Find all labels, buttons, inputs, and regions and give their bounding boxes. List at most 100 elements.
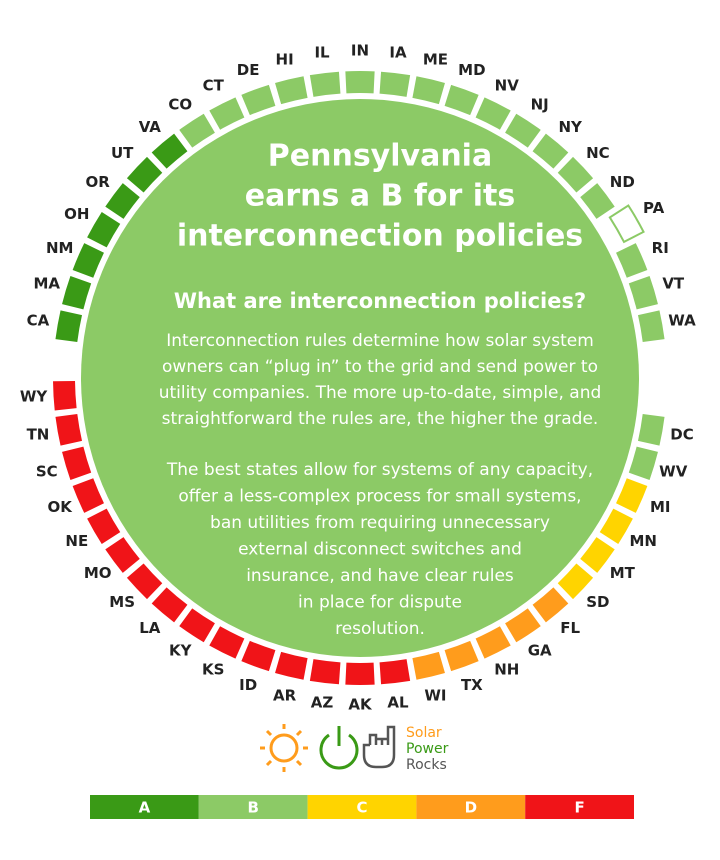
state-label: FL [560, 619, 580, 637]
state-label: AK [348, 696, 373, 714]
state-segment [616, 478, 648, 513]
title-line: earns a B for its [245, 179, 515, 214]
state-segment [126, 563, 163, 600]
state-segment [580, 537, 615, 573]
state-segment [412, 76, 445, 105]
state-segment [532, 587, 569, 623]
state-label: KY [169, 642, 193, 660]
state-label: MO [84, 564, 112, 582]
paragraph-line: insurance, and have clear rules [246, 566, 514, 586]
state-segment [309, 71, 341, 97]
state-segment [151, 587, 188, 623]
state-segment [179, 608, 215, 643]
state-segment [105, 183, 140, 219]
paragraph-line: Interconnection rules determine how sola… [166, 331, 594, 351]
state-segment [151, 133, 188, 169]
state-label: MN [629, 532, 656, 550]
state-segment [444, 84, 479, 116]
center-circle [81, 99, 639, 657]
legend-label: B [247, 799, 258, 817]
state-segment [475, 97, 511, 130]
state-label: NJ [531, 95, 549, 113]
logo-text: Rocks [406, 757, 447, 773]
state-segment [637, 414, 665, 446]
state-label: UT [111, 144, 134, 162]
state-segment [309, 659, 341, 685]
state-segment [209, 626, 245, 659]
state-segment [105, 537, 140, 573]
state-segment [505, 113, 541, 148]
state-label: GA [528, 642, 552, 660]
state-segment [557, 156, 594, 193]
state-label: NY [558, 118, 583, 136]
state-segment [87, 211, 121, 248]
state-segment [126, 156, 163, 193]
state-segment [412, 651, 445, 680]
state-segment [345, 70, 375, 94]
state-label: NM [46, 239, 73, 257]
paragraph-line: owners can “plug in” to the grid and sen… [162, 357, 598, 377]
legend-swatch [416, 795, 526, 819]
legend-label: F [574, 799, 584, 817]
state-label: AZ [311, 693, 334, 711]
state-label: DC [670, 425, 693, 443]
state-segment [379, 659, 411, 685]
title-line: Pennsylvania [268, 139, 492, 174]
state-label: WA [668, 312, 696, 330]
state-label: NC [586, 144, 610, 162]
state-label: MT [610, 564, 636, 582]
state-segment [628, 276, 658, 310]
paragraph-line: utility companies. The more up-to-date, … [159, 383, 602, 403]
state-label: AL [387, 693, 409, 711]
state-segment [241, 640, 276, 672]
state-label: MI [650, 498, 671, 516]
state-label: LA [139, 619, 161, 637]
state-segment [580, 183, 615, 219]
state-label: KS [202, 661, 224, 679]
paragraph-line: in place for dispute [298, 593, 462, 613]
state-label: VT [662, 275, 685, 293]
state-segment [628, 446, 658, 480]
subtitle: What are interconnection policies? [174, 289, 586, 313]
state-label: CT [203, 76, 225, 94]
state-label: MD [458, 61, 485, 79]
state-segment [87, 508, 121, 545]
state-label: DE [237, 61, 260, 79]
state-segment [557, 563, 594, 600]
state-label: RI [652, 239, 669, 257]
state-segment [532, 133, 569, 169]
state-segment [179, 113, 215, 148]
state-label: VA [139, 118, 162, 136]
state-label: IL [314, 44, 330, 62]
state-segment [55, 310, 83, 342]
state-label: SC [36, 462, 58, 480]
state-label: NV [495, 76, 520, 94]
state-label: MS [109, 593, 135, 611]
state-segment [55, 414, 83, 446]
state-label: IA [389, 44, 407, 62]
state-label: TN [27, 425, 50, 443]
state-segment [475, 626, 511, 659]
legend-label: C [356, 799, 367, 817]
state-label: IN [351, 42, 369, 60]
state-segment [53, 380, 77, 411]
state-segment [379, 71, 411, 97]
state-label: MA [33, 275, 60, 293]
state-segment [72, 243, 104, 278]
state-segment [241, 84, 276, 116]
paragraph-line: The best states allow for systems of any… [166, 460, 593, 480]
state-segment [72, 478, 104, 513]
state-segment [599, 508, 633, 545]
state-label: WY [20, 388, 49, 406]
state-segment [637, 310, 665, 342]
state-label: WV [659, 462, 688, 480]
state-label: ME [423, 50, 448, 68]
paragraph-line: ban utilities from requiring unnecessary [210, 513, 550, 533]
state-label: ID [239, 676, 257, 694]
paragraph-line: straightforward the rules are, the highe… [162, 409, 599, 429]
state-label: OH [64, 205, 89, 223]
state-segment [505, 608, 541, 643]
logo-text: Solar [406, 725, 442, 741]
